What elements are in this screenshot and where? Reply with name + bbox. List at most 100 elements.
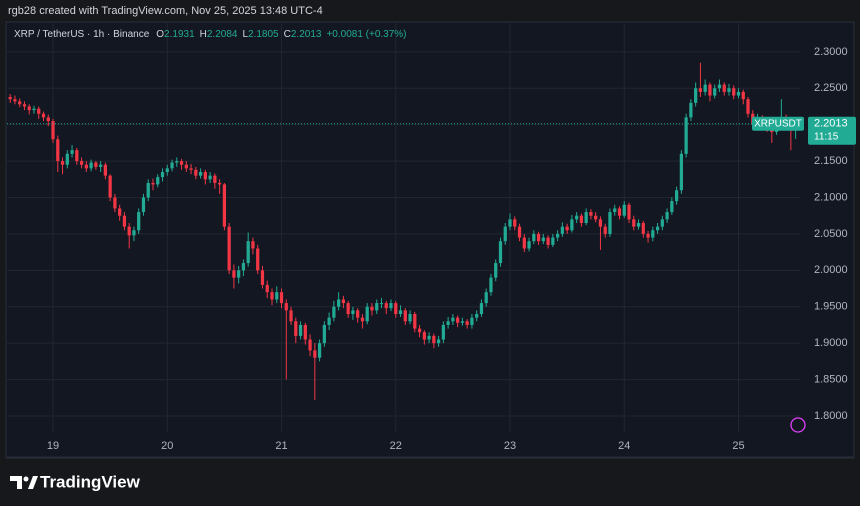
candle-body (84, 164, 88, 169)
candle-body (232, 270, 236, 278)
legend-value: 2.1805 (248, 29, 279, 40)
candle-body (594, 215, 598, 220)
symbol-tag-text: XRPUSDT (754, 118, 802, 129)
candle-body (427, 335, 431, 340)
candle-body (60, 161, 65, 165)
candle-body (108, 175, 112, 198)
x-tick-label: 25 (732, 440, 744, 452)
candle-body (27, 106, 31, 111)
candle-body (479, 303, 484, 315)
candle-body (160, 172, 165, 178)
candle-body (451, 317, 455, 322)
y-tick-label: 2.1000 (814, 191, 848, 203)
candle-body (118, 208, 122, 216)
candle-body (660, 219, 664, 227)
candle-body (622, 204, 626, 216)
symbol-tag (752, 116, 804, 131)
candle-body (422, 332, 426, 340)
candle-body (732, 88, 736, 96)
candle-body (32, 108, 36, 111)
candle-body (570, 219, 574, 231)
candle-body (736, 91, 741, 96)
candle-body (584, 212, 588, 223)
candle-body (456, 317, 460, 323)
candle-body (213, 175, 217, 183)
candle-body (208, 175, 212, 180)
candle-body (37, 108, 41, 114)
logo (10, 476, 38, 489)
candle-body (184, 164, 188, 169)
candle-body (674, 190, 679, 202)
candle-body (513, 219, 517, 227)
candle-body (308, 339, 312, 351)
candle-body (670, 201, 674, 213)
candle-body (489, 277, 493, 293)
x-tick-label: 23 (504, 440, 516, 452)
candle-body (251, 241, 255, 249)
candle-body (532, 233, 536, 242)
candle-body (141, 197, 146, 213)
candle-body (203, 172, 207, 180)
candle-body (156, 177, 160, 185)
candle-body (579, 215, 584, 223)
candle-body (436, 339, 441, 344)
candle-body (484, 292, 488, 304)
candle-body (617, 208, 622, 216)
candle-body (536, 233, 541, 242)
candle-body (527, 241, 531, 249)
candle-body (13, 99, 17, 102)
candle-body (360, 317, 365, 322)
candle-body (475, 314, 479, 318)
candle-body (651, 230, 655, 238)
candle-body (389, 303, 393, 309)
candle-body (327, 317, 331, 325)
y-tick-label: 2.0000 (814, 264, 848, 276)
candle-body (655, 226, 660, 231)
candle-body (341, 299, 346, 304)
candle-body (356, 310, 360, 318)
x-tick-label: 22 (390, 440, 402, 452)
candle-body (408, 314, 412, 322)
candle-body (75, 150, 79, 162)
candle-body (517, 226, 522, 238)
candle-body (698, 88, 703, 92)
candle-body (541, 237, 545, 242)
candle-body (575, 215, 579, 220)
candle-body (137, 212, 141, 231)
candle-body (346, 303, 350, 315)
candle-body (337, 299, 341, 307)
candle-body (727, 88, 731, 92)
candle-body (555, 233, 560, 238)
y-tick-label: 2.2500 (814, 82, 848, 94)
candle-body (603, 226, 607, 234)
candle-body (713, 88, 717, 96)
candle-body (284, 303, 288, 311)
candle-body (198, 172, 203, 176)
candle-body (218, 182, 222, 185)
candle-body (494, 263, 498, 278)
y-tick-label: 2.1500 (814, 155, 848, 167)
candle-body (546, 237, 550, 245)
legend-symbol: XRP / TetherUS · 1h · Binance (14, 29, 150, 40)
candle-body (441, 324, 445, 340)
candle-body (560, 226, 564, 234)
candle-body (265, 284, 269, 293)
candle-body (41, 113, 46, 118)
legend-value: 2.2013 (291, 29, 322, 40)
candle-body (256, 248, 260, 271)
alert-icon (790, 417, 806, 433)
candle-body (589, 212, 593, 216)
candle-body (94, 162, 98, 167)
y-tick-label: 2.0500 (814, 228, 848, 240)
footer-brand: TradingView (40, 472, 141, 491)
candle-body (703, 84, 707, 92)
candle-body (175, 161, 179, 163)
candle-body (51, 121, 55, 140)
candle-body (684, 117, 688, 154)
legend-key: O (156, 29, 164, 40)
y-tick-label: 1.9500 (814, 301, 848, 313)
candle-body (498, 241, 503, 264)
candle-body (227, 226, 231, 271)
candle-body (70, 150, 74, 154)
candle-body (22, 104, 27, 107)
